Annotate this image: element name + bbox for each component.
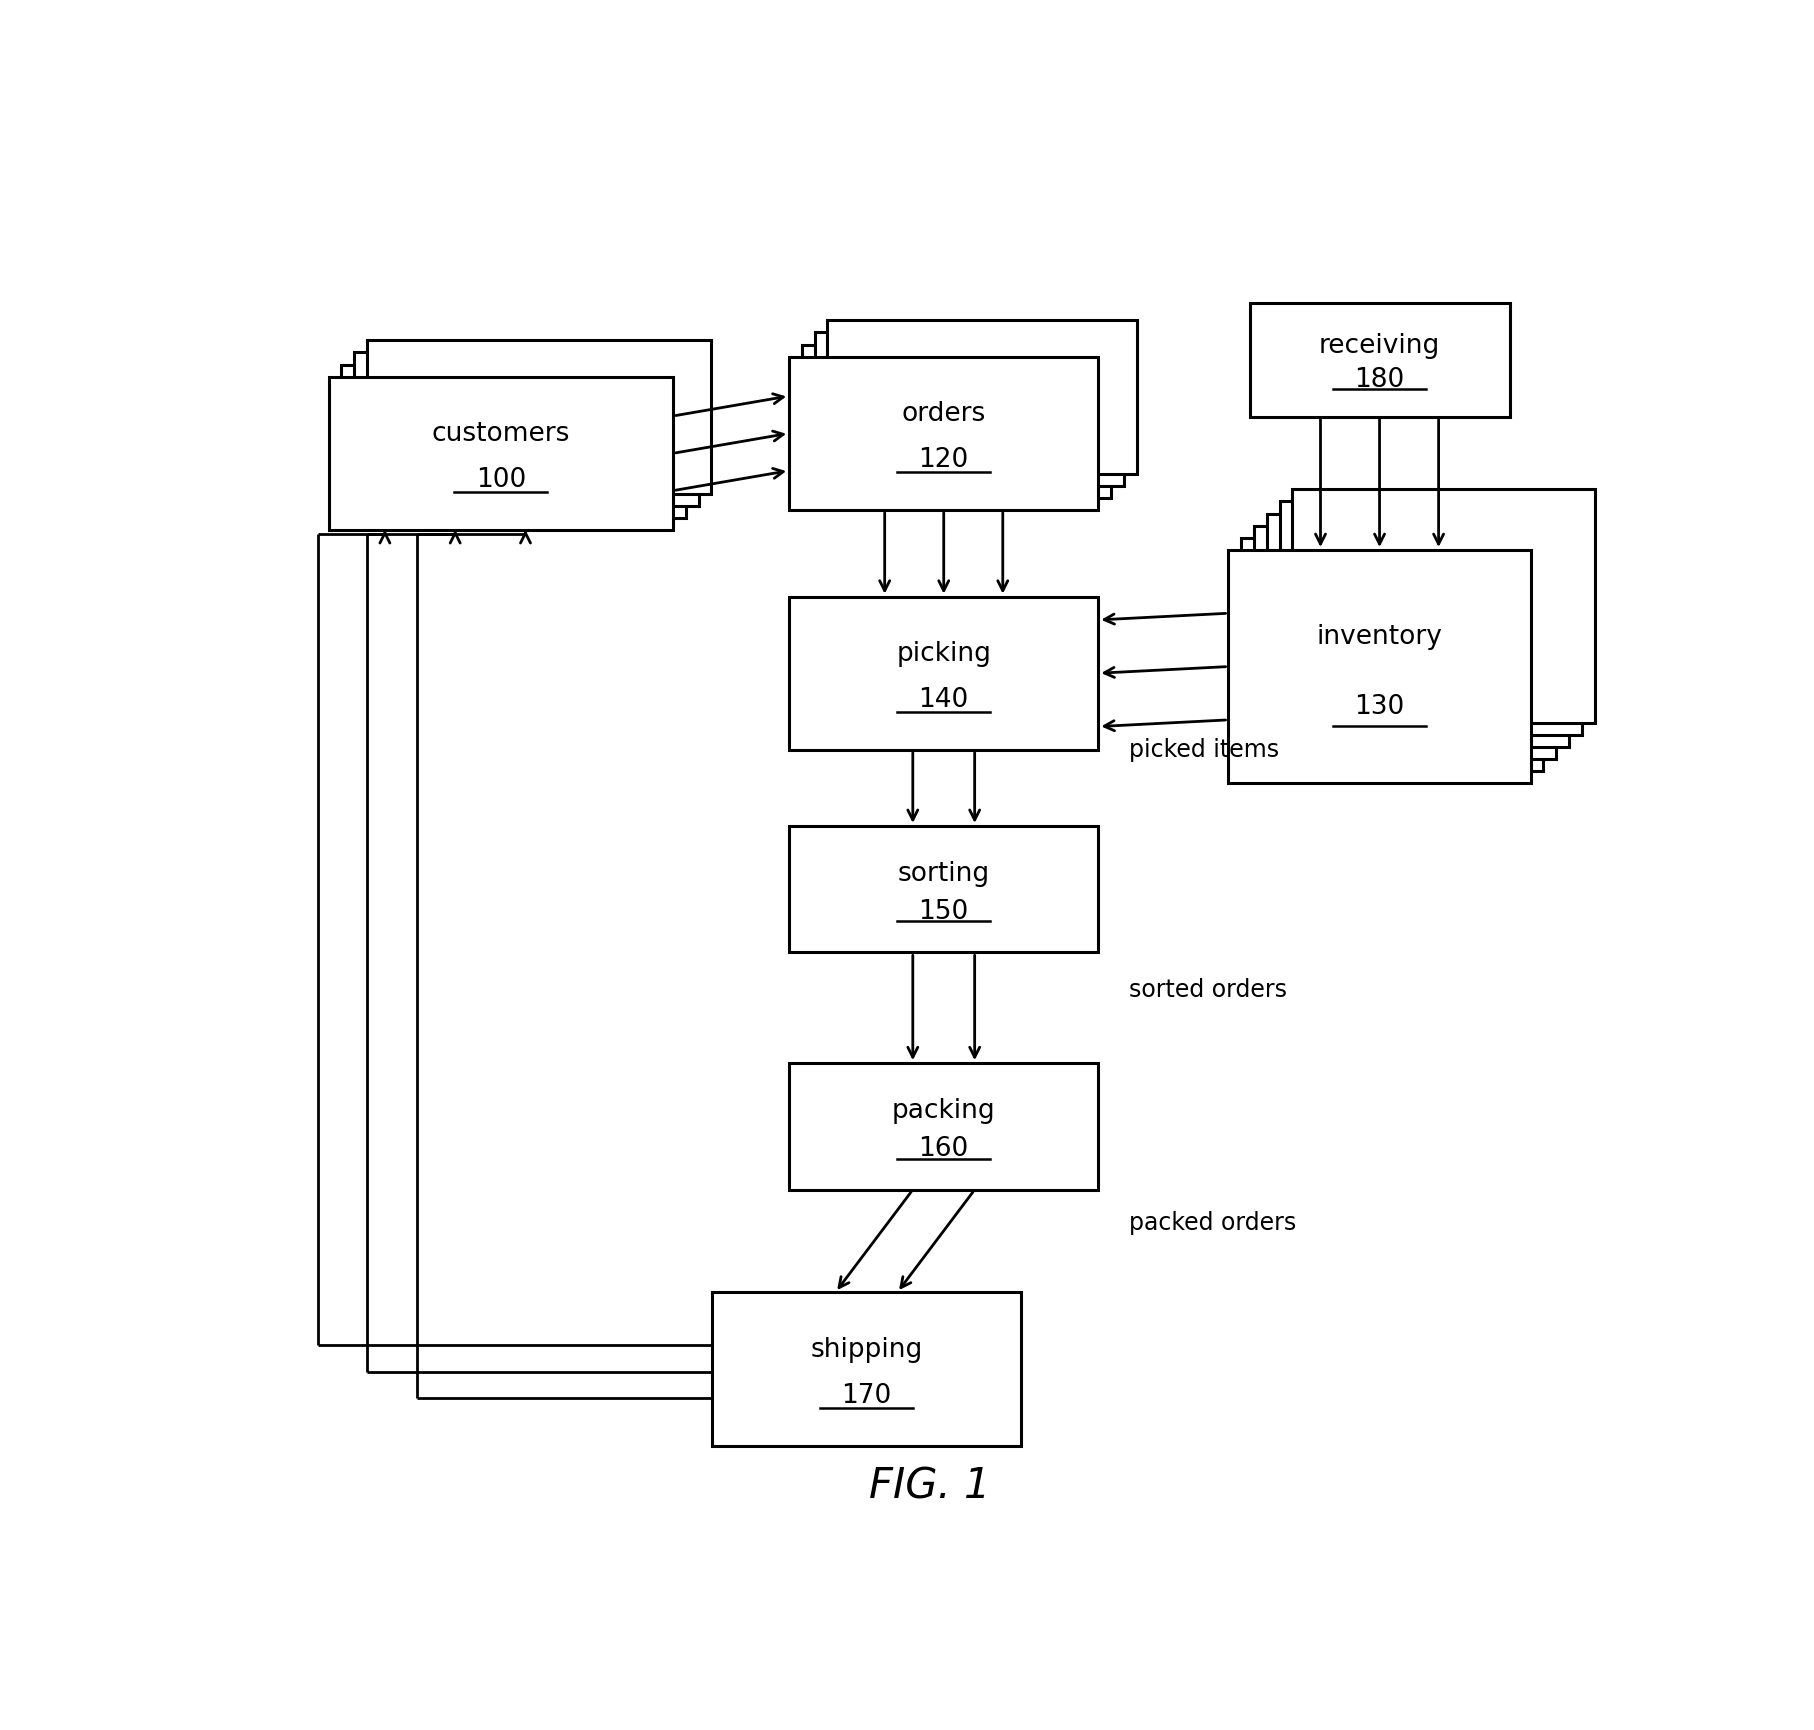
Text: orders: orders — [902, 401, 985, 427]
Text: 180: 180 — [1355, 367, 1404, 393]
Bar — [789, 1064, 1099, 1190]
Bar — [802, 346, 1112, 498]
Bar — [366, 341, 711, 495]
Bar — [1292, 490, 1595, 723]
Text: customers: customers — [432, 420, 570, 446]
Text: 120: 120 — [918, 446, 969, 472]
Bar — [328, 377, 673, 531]
Bar — [789, 358, 1099, 510]
Bar — [1250, 304, 1509, 417]
Bar — [354, 353, 698, 507]
Text: 160: 160 — [918, 1135, 969, 1161]
Bar — [814, 334, 1125, 486]
Text: packed orders: packed orders — [1130, 1211, 1297, 1235]
Bar — [1253, 526, 1556, 759]
Bar — [341, 365, 686, 519]
Bar — [789, 827, 1099, 953]
Text: 130: 130 — [1355, 694, 1404, 720]
Bar — [789, 597, 1099, 751]
Bar — [827, 322, 1137, 474]
Text: shipping: shipping — [811, 1336, 923, 1362]
Text: 100: 100 — [475, 467, 526, 493]
Bar — [1266, 514, 1569, 747]
Bar — [1228, 550, 1531, 784]
Text: 140: 140 — [918, 687, 969, 713]
Text: FIG. 1: FIG. 1 — [869, 1464, 990, 1507]
Bar — [1241, 538, 1544, 772]
Text: packing: packing — [892, 1097, 996, 1123]
Text: inventory: inventory — [1317, 625, 1442, 650]
Text: 150: 150 — [918, 898, 969, 924]
Bar — [1279, 502, 1582, 735]
Text: picking: picking — [896, 640, 990, 666]
Text: 170: 170 — [842, 1382, 891, 1408]
Text: sorting: sorting — [898, 860, 990, 886]
Text: receiving: receiving — [1319, 334, 1440, 360]
Text: sorted orders: sorted orders — [1130, 977, 1288, 1002]
Text: picked items: picked items — [1130, 737, 1279, 761]
Bar — [711, 1292, 1021, 1446]
